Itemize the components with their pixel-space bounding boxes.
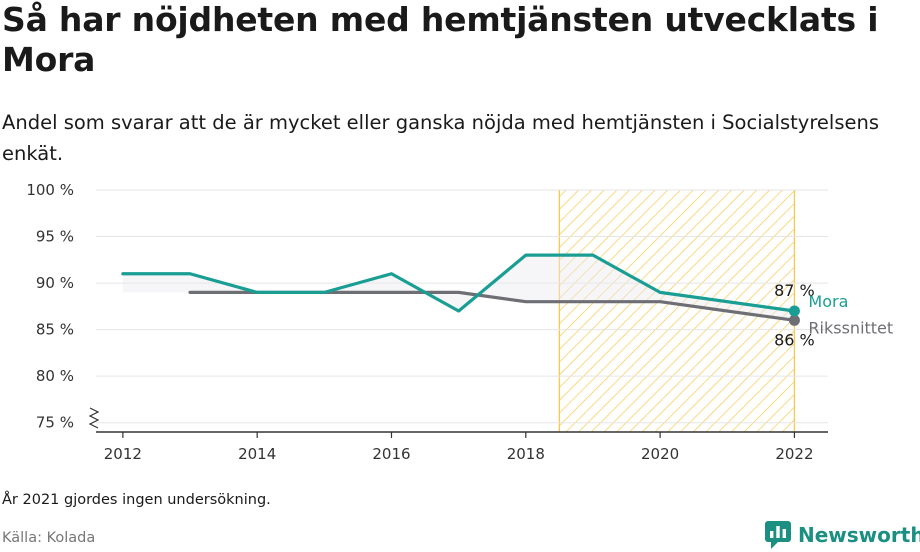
riks-end-value-label: 86 % <box>774 330 815 349</box>
series-line-mora <box>121 253 797 313</box>
mora-end-value-label: 87 % <box>774 281 815 300</box>
axis-break-icon <box>88 407 100 429</box>
y-tick-label: 85 % <box>36 321 74 339</box>
mora-series-label: Mora <box>808 292 848 311</box>
highlight-region <box>559 190 795 432</box>
chart-title: Så har nöjdheten med hemtjänsten utveckl… <box>2 0 879 79</box>
x-tick-label: 2022 <box>775 445 813 463</box>
newsworthy-logo: Newsworthy <box>764 519 920 551</box>
chart-subtitle: Andel som svarar att de är mycket eller … <box>2 111 880 165</box>
y-tick-label: 90 % <box>36 274 74 292</box>
series-end-marker-mora <box>788 305 800 317</box>
y-tick-label: 100 % <box>26 181 74 199</box>
newsworthy-logo-icon <box>765 521 791 549</box>
series-gap-fill <box>122 255 795 321</box>
x-tick-label: 2014 <box>238 445 276 463</box>
y-tick-label: 95 % <box>36 228 74 246</box>
footnote: År 2021 gjordes ingen undersökning. <box>2 492 271 508</box>
series-end-marker-rikssnittet <box>788 314 800 326</box>
riks-series-label: Rikssnittet <box>808 318 893 337</box>
x-tick-label: 2018 <box>507 445 545 463</box>
source-note: Källa: Kolada <box>2 530 96 546</box>
x-tick-label: 2016 <box>372 445 410 463</box>
y-tick-label: 75 % <box>36 414 74 432</box>
line-chart: 75 % 80 % 85 % 90 % 95 % 100 % 2012 2014 2016 20… <box>26 181 893 463</box>
x-tick-label: 2012 <box>104 445 142 463</box>
y-tick-label: 80 % <box>36 367 74 385</box>
newsworthy-logo-text: Newsworthy <box>798 523 920 547</box>
x-tick-label: 2020 <box>641 445 679 463</box>
